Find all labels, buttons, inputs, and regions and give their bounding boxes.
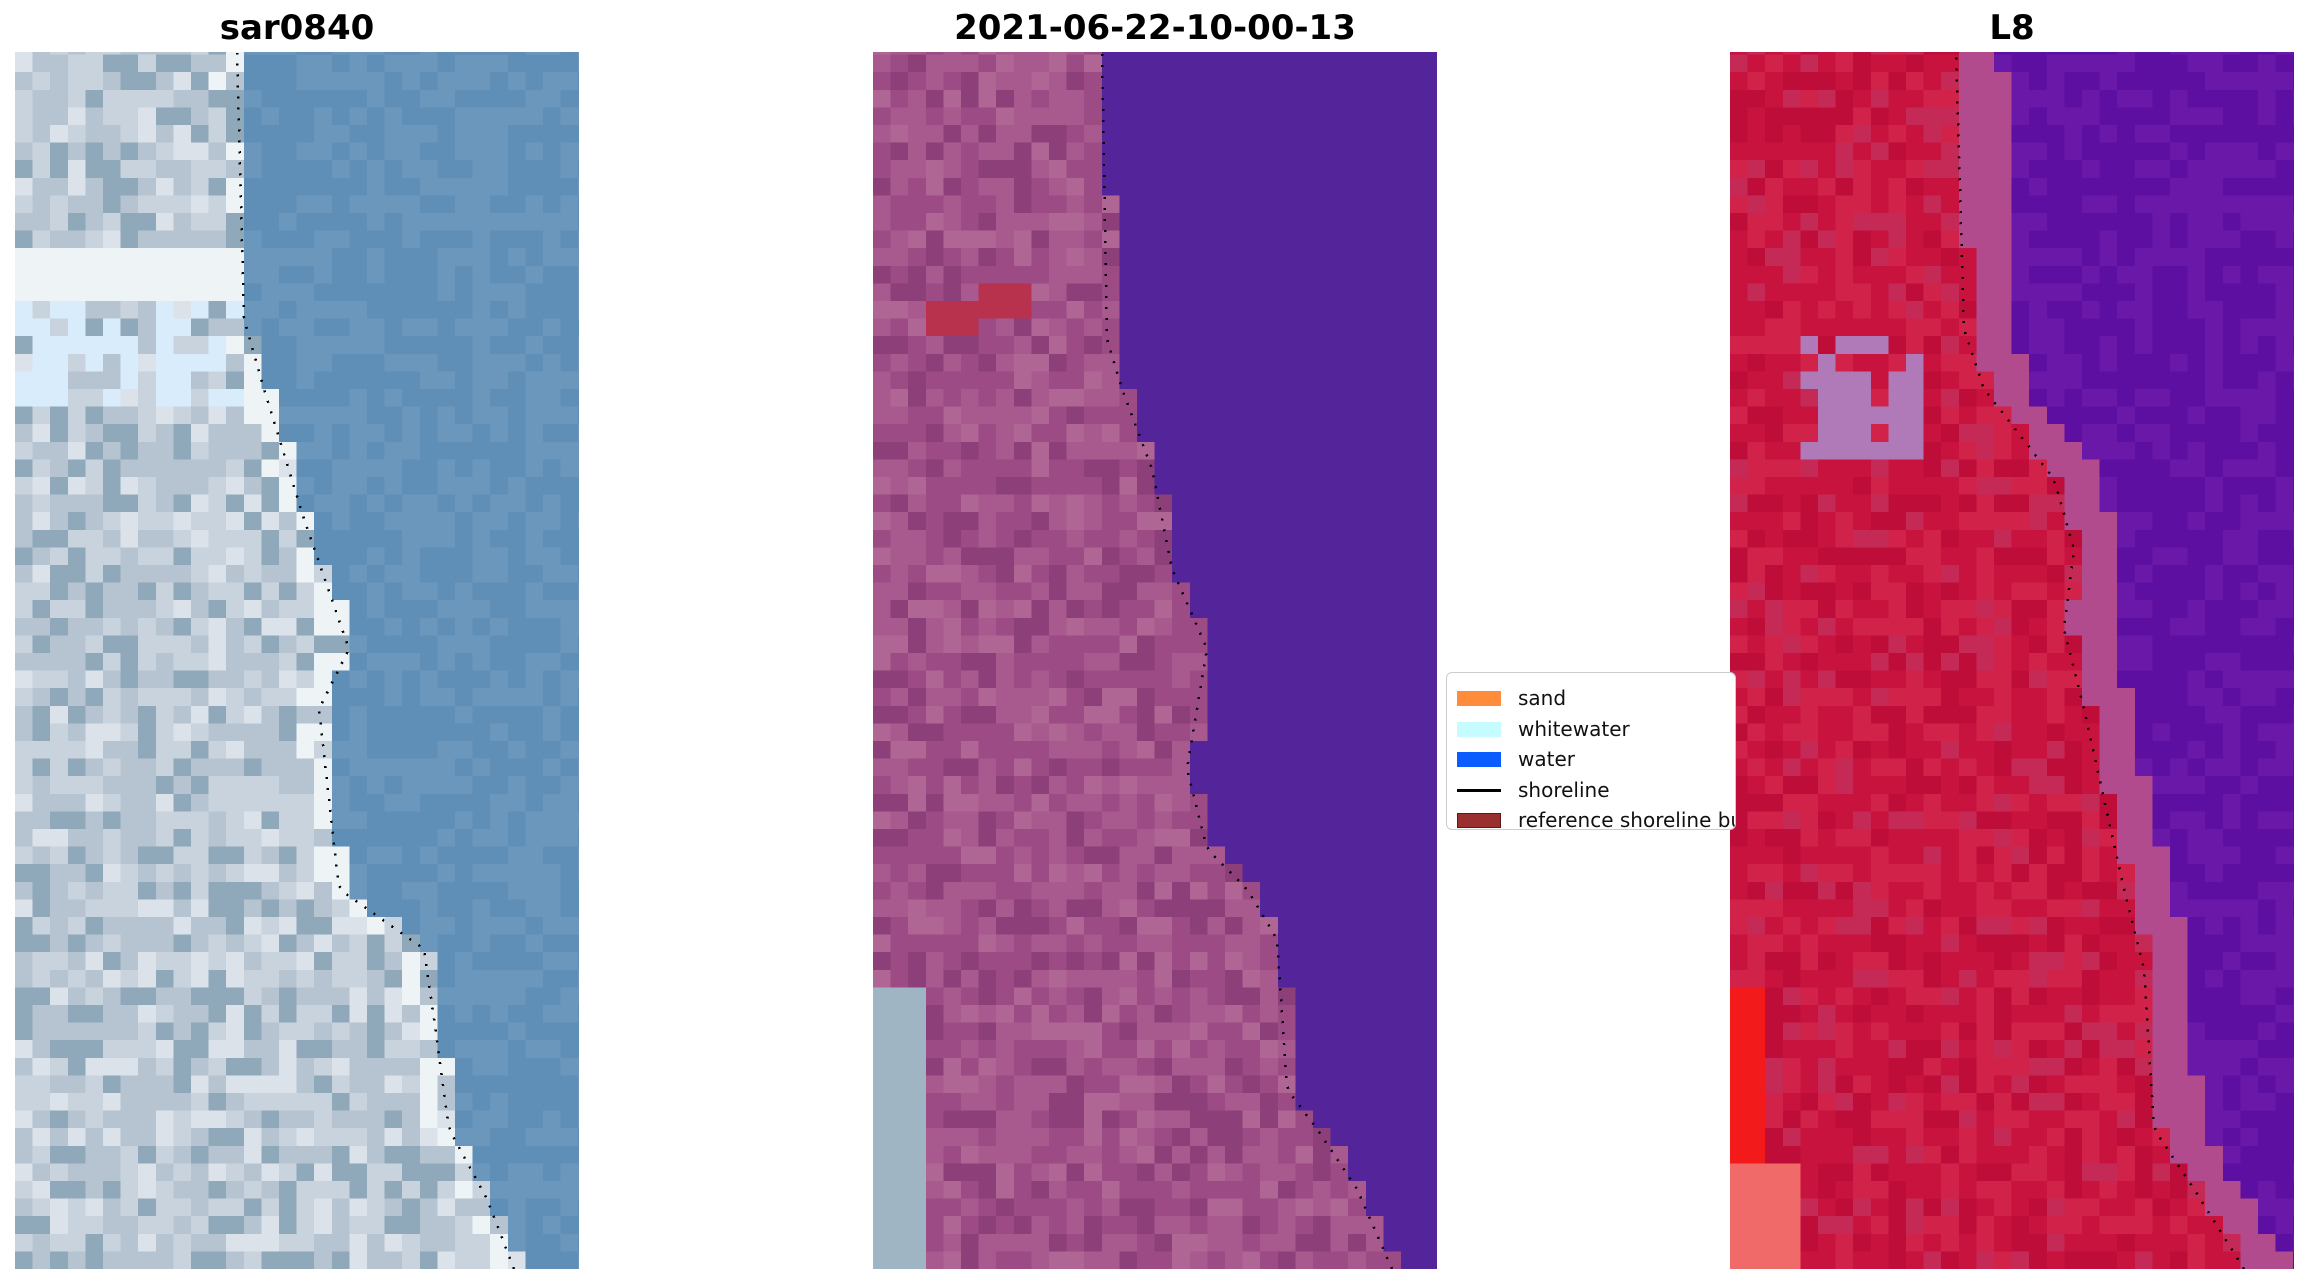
sar0840-rgb-image: [15, 52, 579, 1269]
legend-label-shoreline: shoreline: [1518, 777, 1610, 802]
legend-item-reference-shoreline-buffer: reference shoreline buffer: [1457, 805, 1735, 830]
shoreline-line: [1100, 52, 1394, 1269]
legend-item-water: water: [1457, 744, 1735, 775]
whitewater-swatch-icon: [1457, 714, 1502, 745]
water-swatch-icon: [1457, 744, 1502, 775]
panel-title-sar0840: sar0840: [219, 8, 375, 48]
legend-item-sand: sand: [1457, 683, 1735, 714]
panel-title-l8: L8: [1989, 8, 2035, 48]
legend-item-shoreline: shoreline: [1457, 775, 1735, 806]
l8-image: [1730, 52, 2294, 1269]
pixel-grid: [15, 52, 579, 1269]
pixel-grid: [1730, 52, 2294, 1269]
legend-label-reference-shoreline-buffer: reference shoreline buffer: [1518, 808, 1735, 830]
panel-title-date: 2021-06-22-10-00-13: [954, 8, 1356, 48]
shoreline-line: [1954, 52, 2246, 1269]
legend-label-sand: sand: [1518, 686, 1567, 711]
legend: sand whitewater water shoreline referenc…: [1446, 672, 1736, 830]
legend-item-whitewater: whitewater: [1457, 714, 1735, 745]
classified-image: [873, 52, 1437, 1269]
sand-swatch-icon: [1457, 683, 1502, 714]
legend-label-whitewater: whitewater: [1518, 716, 1630, 741]
pixel-grid: [873, 52, 1437, 1269]
reference-buffer-swatch-icon: [1457, 805, 1502, 829]
shoreline-line-icon: [1457, 775, 1502, 806]
legend-label-water: water: [1518, 747, 1575, 772]
